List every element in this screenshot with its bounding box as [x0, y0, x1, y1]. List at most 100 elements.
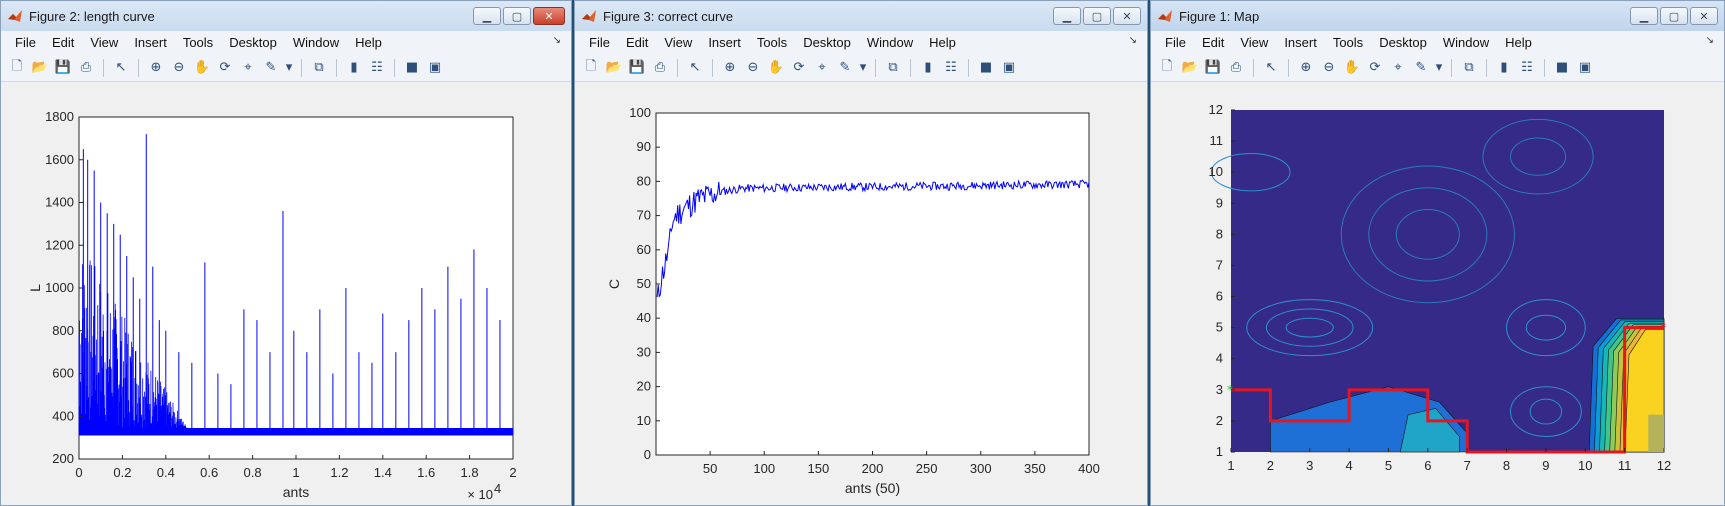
save-icon[interactable]: 💾: [1204, 60, 1222, 75]
figure-1-window[interactable]: Figure 1: Map ▁ ▢ ✕ File Edit View Inser…: [1150, 0, 1725, 506]
menu-tools[interactable]: Tools: [1332, 34, 1364, 50]
zoom-out-icon[interactable]: ⊖: [1323, 60, 1335, 75]
colorbar-icon[interactable]: ▮: [924, 60, 932, 75]
figure-3-window[interactable]: Figure 3: correct curve ▁ ▢ ✕ File Edit …: [574, 0, 1148, 506]
dock-arrow-icon[interactable]: ↘: [552, 35, 561, 46]
zoom-out-icon[interactable]: ⊖: [173, 60, 185, 75]
hide-plot-tools-icon[interactable]: ■: [405, 60, 419, 75]
link-plot-icon[interactable]: ⧉: [1464, 60, 1474, 75]
rotate-3d-icon[interactable]: ⟳: [793, 60, 805, 75]
minimize-button[interactable]: ▁: [1630, 7, 1658, 25]
pan-icon[interactable]: ✋: [1343, 60, 1361, 75]
figure-canvas[interactable]: 200 400 600 800 1000 1200 1400 1600 1800 0 0.2 0.4 0…: [1, 83, 571, 505]
rotate-3d-icon[interactable]: ⟳: [219, 60, 231, 75]
open-file-icon[interactable]: 📂: [31, 60, 49, 75]
maximize-button[interactable]: ▢: [1083, 7, 1111, 25]
menu-view[interactable]: View: [90, 34, 119, 50]
title-bar[interactable]: Figure 3: correct curve ▁ ▢ ✕: [575, 1, 1147, 31]
show-plot-tools-icon[interactable]: ▣: [428, 60, 442, 75]
menu-window[interactable]: Window: [1442, 34, 1490, 50]
menu-edit[interactable]: Edit: [1201, 34, 1225, 50]
zoom-in-icon[interactable]: ⊕: [724, 60, 736, 75]
pan-icon[interactable]: ✋: [767, 60, 785, 75]
edit-plot-icon[interactable]: ↖: [1265, 60, 1277, 75]
brush-icon[interactable]: ✎: [265, 60, 277, 75]
minimize-button[interactable]: ▁: [473, 7, 501, 25]
menu-desktop[interactable]: Desktop: [803, 34, 851, 50]
menu-file[interactable]: File: [1165, 34, 1186, 50]
menu-edit[interactable]: Edit: [51, 34, 75, 50]
open-file-icon[interactable]: 📂: [1181, 60, 1199, 75]
menu-insert[interactable]: Insert: [1284, 34, 1317, 50]
hide-plot-tools-icon[interactable]: ■: [979, 60, 993, 75]
save-icon[interactable]: 💾: [628, 60, 646, 75]
close-button[interactable]: ✕: [1690, 7, 1718, 25]
menu-view[interactable]: View: [1240, 34, 1269, 50]
rotate-3d-icon[interactable]: ⟳: [1369, 60, 1381, 75]
colorbar-icon[interactable]: ▮: [1500, 60, 1508, 75]
colorbar-icon[interactable]: ▮: [350, 60, 358, 75]
zoom-in-icon[interactable]: ⊕: [150, 60, 162, 75]
brush-menu-icon[interactable]: ▾: [1435, 60, 1443, 75]
new-figure-icon[interactable]: 🗋: [1161, 58, 1173, 74]
brush-icon[interactable]: ✎: [839, 60, 851, 75]
title-bar[interactable]: Figure 2: length curve ▁ ▢ ✕: [1, 1, 571, 31]
data-cursor-icon[interactable]: ⌖: [1394, 60, 1402, 75]
minimize-button[interactable]: ▁: [1053, 7, 1081, 25]
menu-window[interactable]: Window: [866, 34, 914, 50]
new-figure-icon[interactable]: 🗋: [585, 58, 597, 74]
figure-canvas[interactable]: * * 1 2 3 4 5 6 7 8 9 10 11 12 1 2 3 4 5 6 7 8 9 10 11 12: [1151, 83, 1724, 505]
menu-view[interactable]: View: [664, 34, 693, 50]
dock-arrow-icon[interactable]: ↘: [1705, 35, 1714, 46]
maximize-button[interactable]: ▢: [1660, 7, 1688, 25]
edit-plot-icon[interactable]: ↖: [689, 60, 701, 75]
show-plot-tools-icon[interactable]: ▣: [1578, 60, 1592, 75]
y-tick-label: 10: [1209, 164, 1223, 179]
edit-plot-icon[interactable]: ↖: [115, 60, 127, 75]
brush-icon[interactable]: ✎: [1415, 60, 1427, 75]
menu-desktop[interactable]: Desktop: [1379, 34, 1427, 50]
save-icon[interactable]: 💾: [54, 60, 72, 75]
menu-window[interactable]: Window: [292, 34, 340, 50]
show-plot-tools-icon[interactable]: ▣: [1002, 60, 1016, 75]
pan-icon[interactable]: ✋: [193, 60, 211, 75]
menu-insert[interactable]: Insert: [134, 34, 167, 50]
open-file-icon[interactable]: 📂: [605, 60, 623, 75]
legend-icon[interactable]: ☷: [945, 60, 957, 75]
link-plot-icon[interactable]: ⧉: [314, 60, 324, 75]
menu-insert[interactable]: Insert: [708, 34, 741, 50]
close-button[interactable]: ✕: [1113, 7, 1141, 25]
zoom-in-icon[interactable]: ⊕: [1300, 60, 1312, 75]
menu-file[interactable]: File: [15, 34, 36, 50]
legend-icon[interactable]: ☷: [371, 60, 383, 75]
menu-tools[interactable]: Tools: [756, 34, 788, 50]
legend-icon[interactable]: ☷: [1521, 60, 1533, 75]
brush-menu-icon[interactable]: ▾: [285, 60, 293, 75]
brush-menu-icon[interactable]: ▾: [859, 60, 867, 75]
menu-desktop[interactable]: Desktop: [229, 34, 277, 50]
print-icon[interactable]: ⎙: [654, 60, 666, 75]
menu-tools[interactable]: Tools: [182, 34, 214, 50]
menu-file[interactable]: File: [589, 34, 610, 50]
data-cursor-icon[interactable]: ⌖: [818, 60, 826, 75]
length-curve-axes[interactable]: 200 400 600 800 1000 1200 1400 1600 1800 0 0.2 0.4 0…: [1, 83, 572, 506]
data-cursor-icon[interactable]: ⌖: [244, 60, 252, 75]
figure-2-window[interactable]: Figure 2: length curve ▁ ▢ ✕ File Edit V…: [0, 0, 572, 506]
correct-curve-axes[interactable]: 0 10 20 30 40 50 60 70 80 90 100 50 100 150 200 250 300 3…: [575, 83, 1148, 506]
link-plot-icon[interactable]: ⧉: [888, 60, 898, 75]
print-icon[interactable]: ⎙: [80, 60, 92, 75]
menu-edit[interactable]: Edit: [625, 34, 649, 50]
new-figure-icon[interactable]: 🗋: [11, 58, 23, 74]
title-bar[interactable]: Figure 1: Map ▁ ▢ ✕: [1151, 1, 1724, 31]
menu-help[interactable]: Help: [1505, 34, 1532, 50]
print-icon[interactable]: ⎙: [1230, 60, 1242, 75]
zoom-out-icon[interactable]: ⊖: [747, 60, 759, 75]
hide-plot-tools-icon[interactable]: ■: [1555, 60, 1569, 75]
figure-canvas[interactable]: 0 10 20 30 40 50 60 70 80 90 100 50 100 150 200 250 300 3…: [575, 83, 1147, 505]
maximize-button[interactable]: ▢: [503, 7, 531, 25]
menu-help[interactable]: Help: [929, 34, 956, 50]
menu-help[interactable]: Help: [355, 34, 382, 50]
dock-arrow-icon[interactable]: ↘: [1128, 35, 1137, 46]
close-button[interactable]: ✕: [533, 7, 565, 25]
